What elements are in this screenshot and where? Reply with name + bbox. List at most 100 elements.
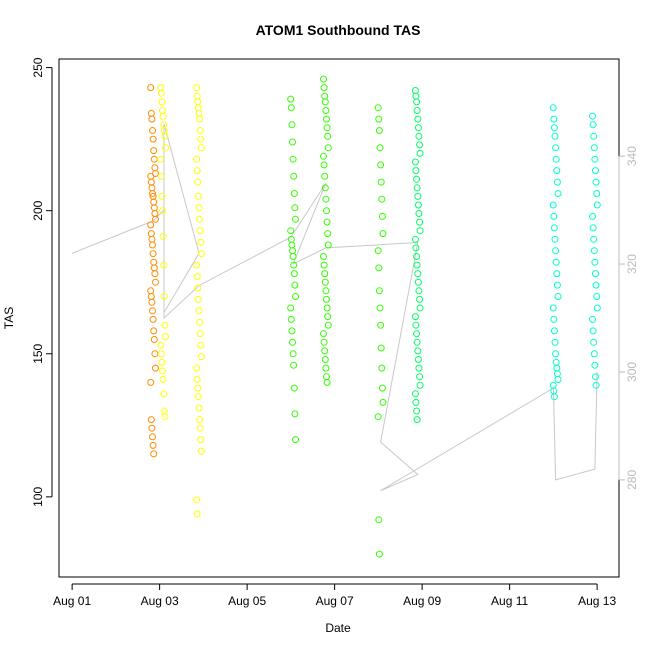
data-point-1-22 [159,376,167,383]
data-point-0-26 [152,278,159,286]
data-point-6-36 [411,390,419,398]
data-point-2-10 [193,167,201,175]
data-point-1-1 [157,89,165,97]
data-point-0-2 [148,115,156,123]
data-point-2-15 [196,227,204,235]
data-point-5-9 [374,247,382,255]
data-point-2-0 [193,84,201,92]
data-point-2-8 [197,144,205,152]
data-point-2-16 [197,238,205,246]
data-point-8-4 [591,155,599,163]
data-point-3-19 [287,315,295,323]
x-tick-label-0: Aug 01 [53,594,91,608]
data-point-2-27 [193,364,201,372]
data-point-1-25 [161,413,169,421]
data-point-4-6 [323,124,331,132]
data-point-1-7 [161,132,169,140]
data-point-1-9 [157,155,165,163]
data-point-0-5 [150,147,158,155]
data-point-6-2 [413,98,421,106]
data-point-4-30 [321,356,329,363]
data-point-0-30 [149,307,156,315]
data-point-0-36 [147,378,155,386]
x-tick-label-2: Aug 05 [228,594,266,608]
data-point-1-23 [160,390,168,398]
data-point-8-13 [591,258,599,266]
data-point-1-2 [158,98,166,106]
data-point-8-0 [589,112,596,120]
data-point-6-27 [411,313,419,321]
data-point-6-24 [415,287,423,295]
data-point-6-4 [414,115,422,123]
data-point-6-10 [412,167,420,175]
data-point-8-23 [592,373,599,381]
y2-tick-label-0: 280 [625,470,639,490]
data-point-5-16 [378,384,386,392]
data-point-4-12 [321,184,329,192]
data-point-3-8 [292,215,299,223]
data-point-7-17 [554,293,562,300]
data-point-2-35 [197,447,205,455]
data-point-6-8 [416,149,424,157]
y2-tick-label-1: 300 [625,362,639,382]
y-axis-left: 100 150 200 250 [31,57,53,507]
data-point-2-12 [194,192,202,200]
data-point-4-13 [322,195,330,203]
data-point-4-10 [320,161,328,169]
data-point-1-15 [160,293,168,300]
data-point-2-22 [195,307,203,315]
x-axis: Aug 01 Aug 03 Aug 05 Aug 07 Aug 09 Aug 11 Aug … [53,583,616,608]
data-point-6-22 [414,270,422,278]
data-point-6-37 [412,398,420,406]
data-point-1-21 [159,367,166,375]
data-point-8-14 [592,270,599,278]
data-point-8-17 [593,304,601,312]
data-point-2-32 [196,416,204,424]
data-point-8-11 [590,235,598,243]
data-point-0-25 [151,270,159,278]
track-line [71,123,598,492]
data-point-2-30 [194,393,202,401]
data-point-8-9 [589,212,596,220]
x-tick-label-6: Aug 13 [578,594,616,608]
data-point-1-12 [159,207,166,215]
data-point-4-27 [320,330,327,338]
x-tick-label-5: Aug 11 [491,594,528,608]
points-layer [147,75,601,558]
data-point-3-6 [290,190,298,197]
data-point-4-8 [324,144,332,152]
data-point-7-14 [552,258,560,266]
data-point-6-15 [415,210,423,217]
data-point-6-38 [413,407,421,415]
data-point-6-21 [413,261,421,269]
data-point-8-7 [593,190,601,197]
data-point-0-37 [147,416,155,424]
data-point-4-19 [320,261,328,269]
data-point-5-8 [379,230,387,238]
data-point-7-7 [553,178,561,186]
data-point-3-4 [289,155,297,163]
data-point-1-17 [162,333,169,341]
data-point-3-20 [288,327,296,335]
data-point-4-18 [320,253,327,260]
data-point-5-3 [376,144,384,152]
data-point-2-20 [194,284,202,292]
data-point-3-15 [290,270,298,278]
data-point-7-19 [550,315,558,323]
data-point-7-26 [554,376,562,383]
data-point-2-25 [197,341,205,349]
data-point-4-17 [324,241,332,249]
data-point-8-8 [593,201,601,209]
data-point-7-1 [550,115,558,123]
data-point-6-32 [414,356,422,363]
y-tick-label-1: 150 [31,343,45,363]
data-point-8-1 [589,121,597,129]
data-point-3-0 [287,95,295,103]
data-point-8-3 [590,144,598,152]
data-point-6-39 [413,416,421,424]
data-point-5-12 [376,304,384,312]
data-point-5-1 [375,115,383,123]
data-point-2-21 [194,295,202,303]
data-point-7-12 [551,235,559,243]
